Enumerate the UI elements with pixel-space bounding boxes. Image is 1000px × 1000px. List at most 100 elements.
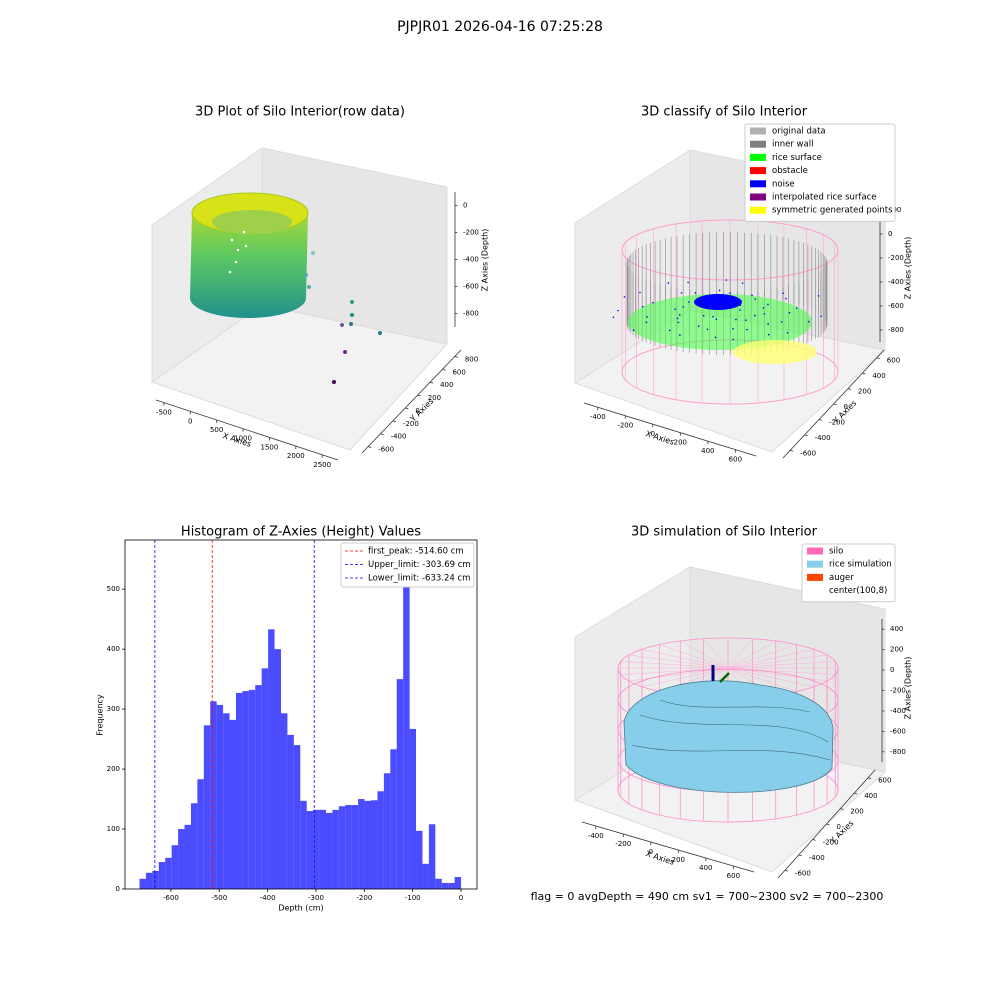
z-tick-label: -600 <box>890 727 906 735</box>
z-tick-label: 0 <box>890 666 894 674</box>
x-tick-label: -400 <box>590 413 606 421</box>
noise-point <box>786 331 789 334</box>
chart-title: 3D Plot of Silo Interior(row data) <box>195 105 405 120</box>
silo-spoke <box>680 640 729 669</box>
noise-point <box>795 307 798 309</box>
bar <box>268 629 275 889</box>
legend-label: symmetric generated points <box>772 206 893 216</box>
y-tick <box>368 446 372 448</box>
y-tick <box>826 823 830 826</box>
outlier-point <box>349 322 353 326</box>
x-tick-label: 2500 <box>313 461 331 469</box>
noise-point <box>715 318 718 321</box>
x-tick-label: -500 <box>211 894 227 902</box>
noise-point <box>788 311 791 314</box>
noise-point <box>687 301 690 303</box>
z-tick-label: -200 <box>888 254 904 262</box>
legend-label: interpolated rice surface <box>772 193 877 203</box>
y-tick-label: 0 <box>415 407 419 415</box>
y-tick <box>812 839 816 841</box>
point-speckle <box>228 270 232 274</box>
silo-ring <box>621 219 839 281</box>
noise-point <box>746 328 748 331</box>
noise-point <box>785 297 787 300</box>
silo-spoke <box>620 667 729 675</box>
bar <box>248 689 256 889</box>
x-tick-label: 500 <box>210 426 223 434</box>
x-axis-line <box>581 821 755 873</box>
legend-swatch <box>750 193 766 201</box>
bar <box>190 803 198 889</box>
legend-swatch <box>750 180 766 188</box>
y-tick <box>380 433 384 435</box>
noise-point <box>687 281 689 284</box>
noise-point <box>612 316 615 319</box>
noise-point <box>767 333 770 336</box>
y-tick <box>840 808 844 810</box>
x-tick-label: 600 <box>727 872 740 880</box>
noise-point <box>807 320 810 323</box>
chart-title: 3D simulation of Silo Interior <box>631 525 818 540</box>
rice-mesh <box>631 699 831 761</box>
rice-simulation <box>623 680 834 793</box>
legend-swatch <box>807 573 823 581</box>
silo-spoke <box>620 661 729 669</box>
y-tick-label: -600 <box>795 869 811 877</box>
bar <box>403 559 410 889</box>
bar <box>287 734 294 889</box>
silo-spoke <box>628 654 729 669</box>
silo-spoke <box>659 644 729 669</box>
x-tick-label: -100 <box>405 894 421 902</box>
bar <box>313 809 320 889</box>
z-tick-label: 200 <box>890 646 903 654</box>
x-tick-label: -600 <box>163 894 179 902</box>
legend-label: original data <box>772 127 826 137</box>
z-axis-label: Z Axies (Depth) <box>481 229 490 292</box>
outlier-point <box>311 251 315 255</box>
noise-point <box>730 302 733 305</box>
x-tick-label: 0 <box>188 417 192 425</box>
silo-spoke <box>727 654 828 669</box>
bar <box>274 649 281 889</box>
noise-point <box>725 279 728 281</box>
noise-point <box>729 292 731 294</box>
bar <box>165 857 172 889</box>
y-tick-label: -200 <box>403 420 419 428</box>
legend-label: auger <box>829 573 854 583</box>
legend-swatch <box>750 206 766 214</box>
bar <box>338 806 346 889</box>
y-tick-label: -400 <box>815 434 831 442</box>
bar <box>235 692 243 889</box>
outlier-point <box>304 273 308 277</box>
symmetric-points <box>733 340 817 364</box>
noise-point <box>767 303 769 306</box>
legend-swatch <box>807 587 823 595</box>
outlier-point <box>343 350 347 354</box>
chart-3d: 3D simulation of Silo Interior -400 -200 0 2… <box>573 525 913 880</box>
legend-box <box>744 123 896 222</box>
legend-swatch <box>807 560 823 568</box>
y-tick-label: 400 <box>440 381 453 389</box>
bar <box>178 829 185 889</box>
silo-spoke <box>727 661 836 669</box>
y-tick-label: 200 <box>428 394 441 402</box>
y-tick <box>784 869 789 872</box>
x-tick-label: -300 <box>308 894 324 902</box>
z-tick-label: -800 <box>890 748 906 756</box>
y-tick <box>454 356 458 358</box>
y-tick-label: -600 <box>378 446 394 454</box>
bar <box>171 845 179 889</box>
legend-label: Lower_limit: -633.24 cm <box>368 574 470 584</box>
noise-point <box>729 300 731 302</box>
y-tick-label: -200 <box>829 418 845 426</box>
bar <box>371 800 378 889</box>
legend-label: inner wall <box>772 140 813 150</box>
bar <box>223 713 230 889</box>
chart-3d: 3D classify of Silo Interior -400 -200 0 200… <box>573 105 913 464</box>
x-tick-label: 600 <box>729 456 742 464</box>
x-axis-label: Depth (cm) <box>278 904 323 913</box>
bar <box>203 725 211 889</box>
point-speckle <box>236 248 240 252</box>
y-tick-label: 600 <box>878 777 891 785</box>
legend-swatch <box>807 547 823 555</box>
